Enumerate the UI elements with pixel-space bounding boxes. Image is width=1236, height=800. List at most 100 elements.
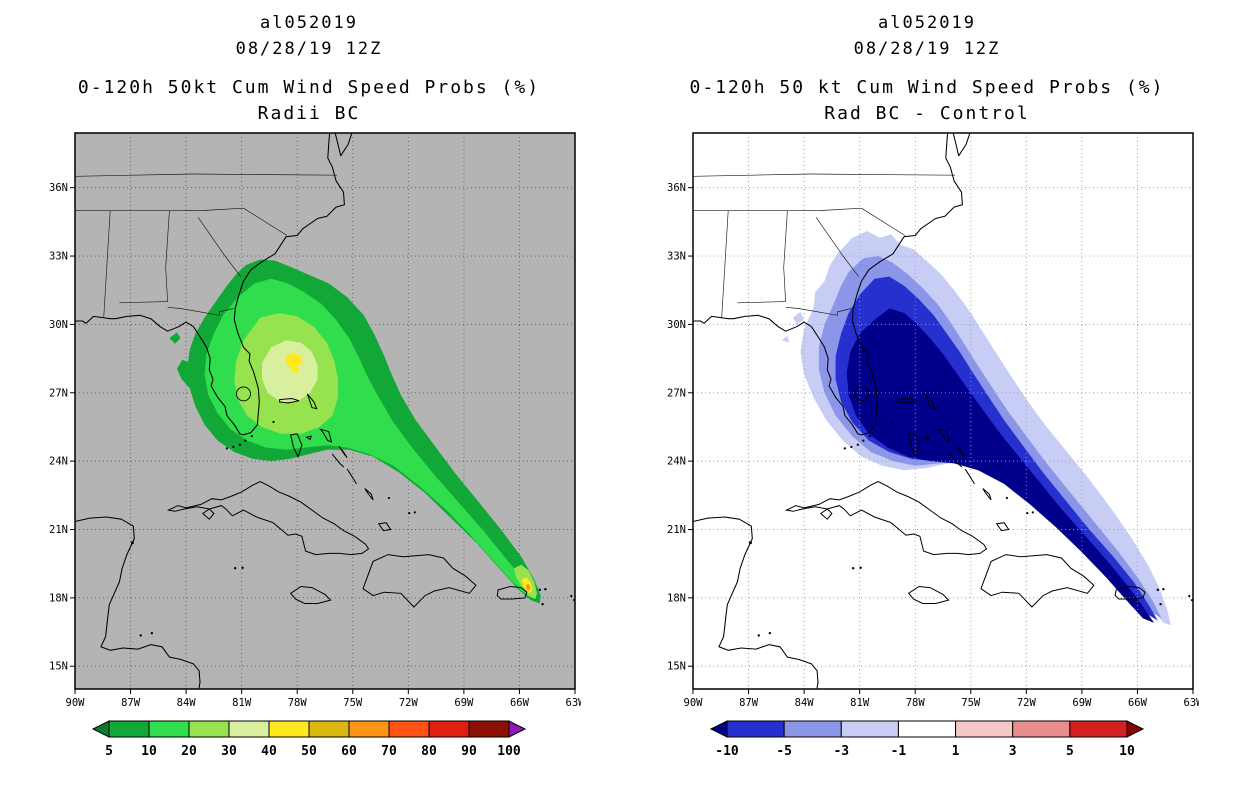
lat-tick-label: 27N (667, 387, 686, 399)
colorbar-label: 10 (1119, 744, 1135, 759)
colorbar-label: -10 (715, 744, 739, 759)
islands (784, 393, 1146, 608)
left-probability-map: 36N 33N 30N 27N 24N 21N 18N 15N 90W 87W 84W 81W 78W 7… (49, 132, 581, 709)
colorbar-label: 50 (301, 744, 317, 759)
colorbar-segment (388, 720, 430, 738)
lon-tick-label: 81W (850, 697, 870, 709)
lat-tick-label: 24N (667, 456, 686, 468)
left-titles: al052019 08/28/19 12Z 0-120h 50kt Cum Wi… (78, 10, 540, 127)
right-titles: al052019 08/28/19 12Z 0-120h 50 kt Cum W… (690, 10, 1165, 127)
colorbar-segment (148, 720, 190, 738)
colorbar-left-arrow (91, 720, 110, 738)
right-colorbar: -10 -5 -3 -1 1 3 5 10 (709, 720, 1145, 759)
lon-tick-label: 72W (399, 697, 419, 709)
lat-tick-label: 36N (667, 182, 686, 194)
colorbar-segment (783, 720, 842, 738)
probability-contours (169, 259, 541, 604)
right-difference-map: 36N 33N 30N 27N 24N 21N 18N 15N 90W 87W 84W 81W 78W 7… (667, 132, 1199, 709)
lon-tick-label: 69W (454, 697, 474, 709)
colorbar-label: 20 (181, 744, 197, 759)
colorbar-segment (308, 720, 350, 738)
lon-tick-label: 84W (177, 697, 197, 709)
lake-okeechobee (854, 386, 869, 402)
lon-tick-label: 90W (66, 697, 86, 709)
lat-tick-label: 27N (49, 387, 68, 399)
islands (166, 393, 528, 608)
lat-tick-label: 15N (49, 661, 68, 673)
lon-tick-label: 75W (961, 697, 981, 709)
right-storm-id: al052019 (878, 13, 976, 33)
colorbar-segment (428, 720, 470, 738)
lon-tick-label: 90W (684, 697, 704, 709)
colorbar-segment (348, 720, 390, 738)
colorbar-label: 30 (221, 744, 237, 759)
colorbar-label: -1 (891, 744, 907, 759)
lat-tick-label: 21N (667, 524, 686, 536)
lon-tick-label: 78W (906, 697, 926, 709)
colorbar-segment (1069, 720, 1128, 738)
lat-tick-label: 18N (667, 592, 686, 604)
colorbar-label: 3 (1009, 744, 1017, 759)
panel-right: al052019 08/28/19 12Z 0-120h 50 kt Cum W… (618, 0, 1236, 800)
colorbar-segment (268, 720, 310, 738)
right-init-time: 08/28/19 12Z (853, 39, 1001, 60)
right-title-gap (690, 63, 1165, 75)
left-product-title: 0-120h 50kt Cum Wind Speed Probs (%) (77, 76, 541, 98)
colorbar-segment (897, 720, 957, 738)
axis-labels: 36N 33N 30N 27N 24N 21N 18N 15N 90W 87W 84W 81W 78W 7… (49, 182, 581, 709)
left-title-gap (78, 63, 540, 75)
lon-tick-label: 87W (121, 697, 141, 709)
colorbar-segment (468, 720, 510, 738)
map-frame (74, 132, 576, 690)
lat-tick-label: 24N (49, 456, 68, 468)
colorbar-segment (228, 720, 270, 738)
lat-tick-label: 18N (49, 592, 68, 604)
axis-labels: 36N 33N 30N 27N 24N 21N 18N 15N 90W 87W 84W 81W 78W 7… (667, 182, 1199, 709)
lon-tick-label: 66W (510, 697, 530, 709)
left-colorbar: 5 10 20 30 40 50 60 70 80 90 100 (91, 720, 527, 759)
colorbar-label: 1 (952, 744, 960, 759)
lon-tick-label: 75W (343, 697, 363, 709)
lon-tick-label: 63W (1184, 697, 1199, 709)
colorbar-left-arrow (709, 720, 728, 738)
colorbar-segment (108, 720, 150, 738)
lon-tick-label: 81W (232, 697, 252, 709)
colorbar-label: 70 (381, 744, 397, 759)
colorbar-label: 5 (1066, 744, 1074, 759)
lon-tick-label: 66W (1128, 697, 1148, 709)
right-variant-title: Rad BC - Control (824, 102, 1030, 124)
map-frame (692, 132, 1194, 690)
lon-tick-label: 63W (566, 697, 581, 709)
lon-tick-label: 87W (739, 697, 759, 709)
colorbar-segment (955, 720, 1014, 738)
colorbar-segment (188, 720, 230, 738)
left-variant-title: Radii BC (257, 102, 361, 124)
state-borders (75, 173, 338, 318)
colorbar-segment (840, 720, 899, 738)
colorbar-label: 90 (461, 744, 477, 759)
lat-tick-label: 15N (667, 661, 686, 673)
lat-tick-label: 33N (49, 250, 68, 262)
axis-ticks (70, 187, 576, 694)
colorbar-label: 60 (341, 744, 357, 759)
probability-contours (781, 230, 1171, 626)
coastlines (693, 132, 971, 689)
gridlines (693, 132, 1193, 689)
lon-tick-label: 78W (288, 697, 308, 709)
colorbar-label: 80 (421, 744, 437, 759)
lake-okeechobee (236, 386, 251, 402)
colorbar-segment (726, 720, 785, 738)
left-storm-id: al052019 (260, 13, 358, 33)
lat-tick-label: 30N (49, 319, 68, 331)
panel-left: al052019 08/28/19 12Z 0-120h 50kt Cum Wi… (49, 10, 581, 759)
coastlines (75, 132, 353, 689)
right-product-title: 0-120h 50 kt Cum Wind Speed Probs (%) (689, 76, 1165, 98)
colorbar-label: 5 (105, 744, 113, 759)
colorbar-label: 40 (261, 744, 277, 759)
lat-tick-label: 36N (49, 182, 68, 194)
small-islands (130, 420, 575, 637)
lat-tick-label: 21N (49, 524, 68, 536)
colorbar-segment (1012, 720, 1071, 738)
lon-tick-label: 72W (1017, 697, 1037, 709)
